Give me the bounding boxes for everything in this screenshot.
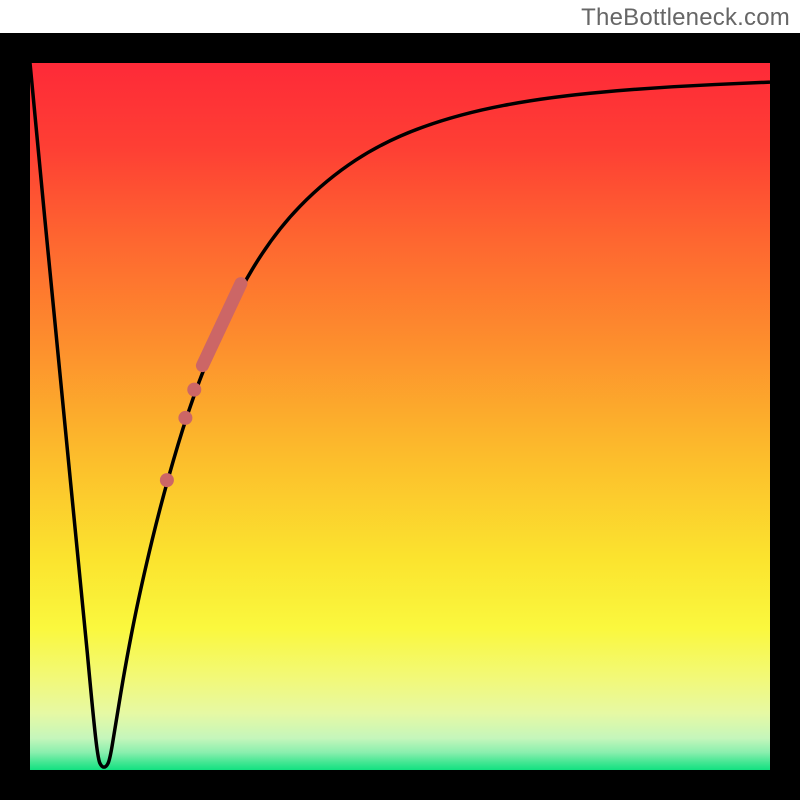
watermark-text: TheBottleneck.com	[581, 4, 790, 32]
plot-area	[30, 63, 770, 770]
gradient-background	[30, 63, 770, 770]
figure-root: TheBottleneck.com	[0, 0, 800, 800]
highlight-dot	[160, 473, 174, 487]
chart-svg	[30, 63, 770, 770]
highlight-dot	[178, 411, 192, 425]
highlight-dot	[187, 383, 201, 397]
